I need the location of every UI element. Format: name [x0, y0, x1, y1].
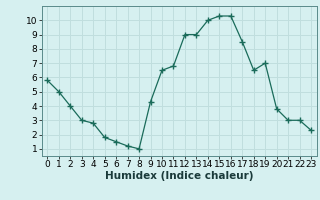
X-axis label: Humidex (Indice chaleur): Humidex (Indice chaleur)	[105, 171, 253, 181]
